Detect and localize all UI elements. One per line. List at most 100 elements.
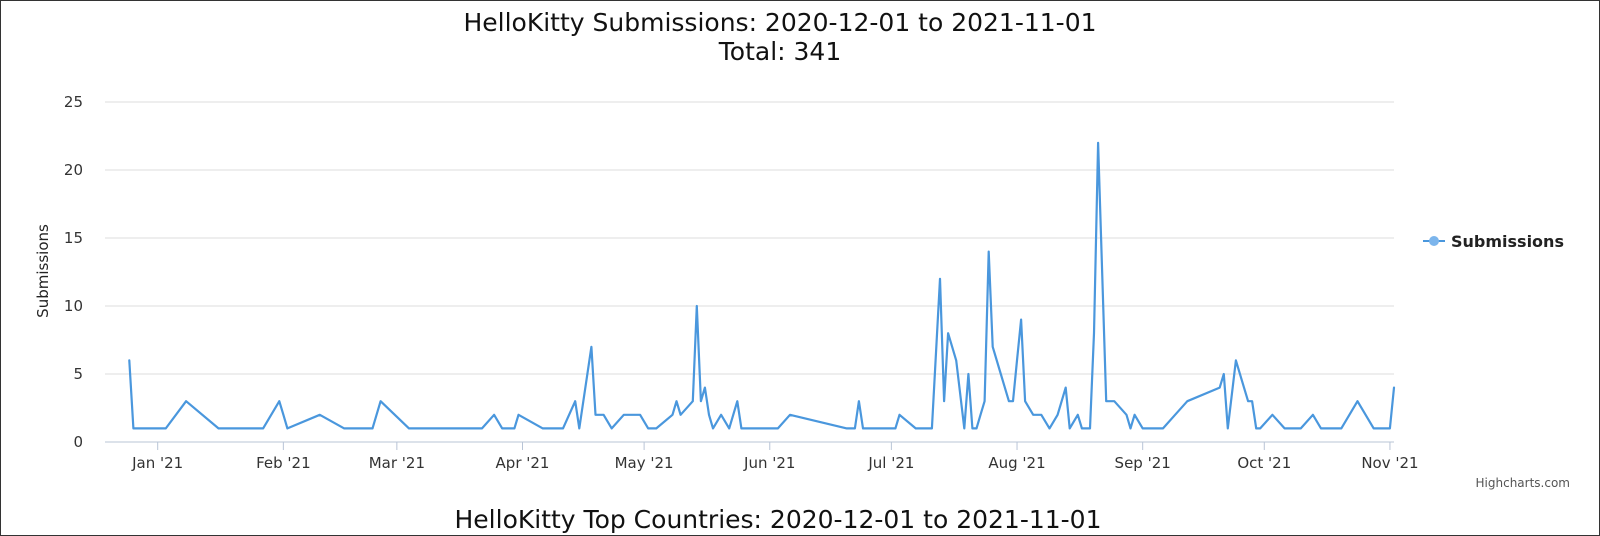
data-point[interactable] <box>934 273 946 285</box>
data-point[interactable] <box>731 395 743 407</box>
data-point[interactable] <box>1044 422 1056 434</box>
data-point[interactable] <box>281 422 293 434</box>
data-point[interactable] <box>1169 409 1181 421</box>
data-point[interactable] <box>1238 382 1250 394</box>
data-point[interactable] <box>1084 422 1096 434</box>
data-point[interactable] <box>938 395 950 407</box>
data-point[interactable] <box>403 422 415 434</box>
data-point[interactable] <box>1157 422 1169 434</box>
data-point[interactable] <box>971 422 983 434</box>
data-point[interactable] <box>723 422 735 434</box>
data-point[interactable] <box>123 354 135 366</box>
data-point[interactable] <box>950 354 962 366</box>
data-point[interactable] <box>784 409 796 421</box>
data-point[interactable] <box>995 368 1007 380</box>
data-point[interactable] <box>1384 422 1396 434</box>
data-point[interactable] <box>979 395 991 407</box>
data-point[interactable] <box>338 422 350 434</box>
data-point[interactable] <box>861 422 873 434</box>
data-point[interactable] <box>1279 422 1291 434</box>
data-point[interactable] <box>699 382 711 394</box>
data-point[interactable] <box>894 409 906 421</box>
data-point[interactable] <box>942 327 954 339</box>
data-point[interactable] <box>703 409 715 421</box>
series-line[interactable] <box>128 141 1396 430</box>
data-point[interactable] <box>1052 409 1064 421</box>
data-point[interactable] <box>569 395 581 407</box>
legend[interactable]: Submissions <box>1423 232 1564 251</box>
data-point[interactable] <box>1335 422 1347 434</box>
data-point[interactable] <box>1035 409 1047 421</box>
data-point[interactable] <box>1230 354 1242 366</box>
legend-label-submissions[interactable]: Submissions <box>1451 232 1564 251</box>
data-point[interactable] <box>496 422 508 434</box>
data-point[interactable] <box>1007 395 1019 407</box>
data-point[interactable] <box>1137 422 1149 434</box>
data-point[interactable] <box>650 422 662 434</box>
data-point[interactable] <box>889 422 901 434</box>
data-point[interactable] <box>1015 314 1027 326</box>
data-point[interactable] <box>1181 395 1193 407</box>
data-point[interactable] <box>1307 409 1319 421</box>
data-point[interactable] <box>585 341 597 353</box>
data-point[interactable] <box>606 422 618 434</box>
data-point[interactable] <box>1088 327 1100 339</box>
data-point[interactable] <box>557 422 569 434</box>
data-point[interactable] <box>1388 382 1400 394</box>
data-point[interactable] <box>1315 422 1327 434</box>
data-point[interactable] <box>1254 422 1266 434</box>
data-point[interactable] <box>1352 395 1364 407</box>
data-point[interactable] <box>1222 422 1234 434</box>
data-point[interactable] <box>1060 382 1072 394</box>
data-point[interactable] <box>772 422 784 434</box>
data-point[interactable] <box>598 409 610 421</box>
data-point[interactable] <box>707 422 719 434</box>
data-point[interactable] <box>573 422 585 434</box>
data-point[interactable] <box>634 409 646 421</box>
data-point[interactable] <box>375 395 387 407</box>
data-point[interactable] <box>691 300 703 312</box>
data-point[interactable] <box>695 395 707 407</box>
data-point[interactable] <box>1246 395 1258 407</box>
data-point[interactable] <box>1072 409 1084 421</box>
data-point[interactable] <box>671 395 683 407</box>
data-point[interactable] <box>127 422 139 434</box>
data-point[interactable] <box>1019 395 1031 407</box>
data-point[interactable] <box>513 409 525 421</box>
data-point[interactable] <box>735 422 747 434</box>
data-point[interactable] <box>488 409 500 421</box>
data-point[interactable] <box>853 395 865 407</box>
data-point[interactable] <box>1108 395 1120 407</box>
data-point[interactable] <box>1266 409 1278 421</box>
data-point[interactable] <box>257 422 269 434</box>
data-point[interactable] <box>675 409 687 421</box>
data-point[interactable] <box>1092 137 1104 149</box>
data-point[interactable] <box>277 409 289 421</box>
data-point[interactable] <box>975 409 987 421</box>
data-point[interactable] <box>987 341 999 353</box>
credits-link[interactable]: Highcharts.com <box>1476 476 1570 490</box>
data-point[interactable] <box>476 422 488 434</box>
data-point[interactable] <box>314 409 326 421</box>
data-point[interactable] <box>1295 422 1307 434</box>
data-point[interactable] <box>1218 368 1230 380</box>
data-point[interactable] <box>1011 354 1023 366</box>
data-point[interactable] <box>273 395 285 407</box>
data-point[interactable] <box>618 409 630 421</box>
data-point[interactable] <box>367 422 379 434</box>
data-point[interactable] <box>213 422 225 434</box>
data-point[interactable] <box>1129 409 1141 421</box>
data-point[interactable] <box>1064 422 1076 434</box>
data-point[interactable] <box>508 422 520 434</box>
data-point[interactable] <box>160 422 172 434</box>
series-submissions[interactable] <box>123 137 1400 435</box>
data-point[interactable] <box>873 422 885 434</box>
data-point[interactable] <box>537 422 549 434</box>
data-point[interactable] <box>1125 422 1137 434</box>
data-point[interactable] <box>1368 422 1380 434</box>
data-point[interactable] <box>715 409 727 421</box>
data-point[interactable] <box>910 422 922 434</box>
data-point[interactable] <box>983 246 995 258</box>
data-point[interactable] <box>926 422 938 434</box>
data-point[interactable] <box>180 395 192 407</box>
